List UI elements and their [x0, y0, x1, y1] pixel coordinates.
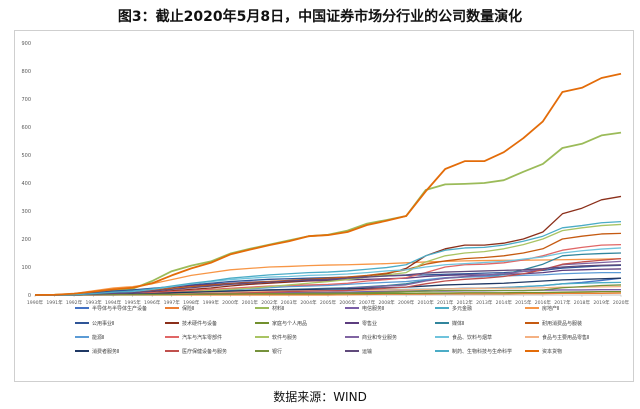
figure-title: 图3：截止2020年5月8日，中国证券市场分行业的公司数量演化	[117, 9, 523, 25]
legend-label: 制药、生物科技与生命科学	[452, 348, 512, 355]
x-tick-label: 1995年	[125, 299, 142, 306]
chart-legend: 半导体与半导体生产设备 保险Ⅱ 材料Ⅱ 电信服务Ⅱ 多元金融 房地产Ⅱ 公用事业Ⅱ 技术硬件与…	[75, 305, 589, 355]
series-line-21	[35, 264, 622, 296]
y-tick-label: 0	[28, 293, 31, 299]
x-tick-label: 2009年	[398, 299, 415, 306]
legend-label: 食品、饮料与烟草	[452, 334, 492, 341]
series-line-23	[34, 72, 622, 296]
y-tick-label: 200	[21, 237, 31, 243]
y-tick-label: 500	[21, 153, 31, 159]
x-tick-label: 1998年	[183, 299, 200, 306]
legend-label: 能源Ⅱ	[92, 334, 104, 341]
data-source-note: 数据来源：WIND	[273, 390, 367, 404]
legend-label: 零售业	[362, 320, 377, 327]
x-tick-label: 2008年	[378, 299, 395, 306]
y-tick-label: 800	[21, 69, 31, 75]
y-tick-label: 900	[21, 41, 31, 47]
legend-label: 软件与服务	[272, 334, 297, 341]
x-tick-label: 2010年	[418, 299, 435, 306]
x-tick-label: 2013年	[476, 299, 493, 306]
legend-label: 媒体Ⅱ	[452, 320, 464, 327]
x-tick-label: 1997年	[164, 299, 181, 306]
x-tick-label: 2007年	[359, 299, 376, 306]
series-line-22	[35, 220, 622, 296]
legend-label: 食品与主要用品零售Ⅱ	[542, 334, 589, 341]
y-tick-label: 300	[21, 209, 31, 215]
x-tick-label: 2019年	[593, 299, 610, 306]
x-tick-label: 2014年	[496, 299, 513, 306]
x-tick-label: 1991年	[46, 299, 63, 306]
chart-figure: 0 100 200 300 400 500 600 700 800 900 1990年 1991年 1…	[14, 30, 634, 382]
x-tick-label: 2000年	[222, 299, 239, 306]
legend-label: 技术硬件与设备	[182, 320, 217, 327]
x-tick-label: 1992年	[66, 299, 83, 306]
x-tick-label: 2011年	[437, 299, 454, 306]
legend-label: 消费者服务Ⅱ	[92, 348, 119, 355]
x-tick-label: 2012年	[457, 299, 474, 306]
legend-label: 运输	[362, 348, 372, 355]
y-tick-label: 700	[21, 97, 31, 103]
x-tick-label: 2017年	[554, 299, 571, 306]
legend-label: 保险Ⅱ	[182, 305, 194, 312]
y-tick-label: 100	[21, 265, 31, 271]
chart-series-lines	[34, 72, 622, 296]
x-tick-label: 2002年	[261, 299, 278, 306]
legend-label: 半导体与半导体生产设备	[92, 305, 147, 312]
x-tick-label: 2001年	[242, 299, 259, 306]
x-axis-tick-labels: 1990年 1991年 1992年 1993年 1994年 1995年 1996年 1997年…	[27, 295, 630, 306]
x-tick-label: 1993年	[85, 299, 102, 306]
legend-label: 银行	[272, 348, 282, 355]
x-tick-label: 2016年	[535, 299, 552, 306]
y-tick-label: 400	[21, 181, 31, 187]
x-tick-label: 2005年	[320, 299, 337, 306]
x-tick-label: 1994年	[105, 299, 122, 306]
x-tick-label: 2003年	[281, 299, 298, 306]
x-tick-label: 2006年	[339, 299, 356, 306]
x-tick-label: 1990年	[27, 299, 44, 306]
legend-label: 商业和专业服务	[362, 334, 397, 341]
legend-label: 汽车与汽车零部件	[182, 334, 222, 341]
x-tick-label: 1999年	[203, 299, 220, 306]
y-tick-label: 600	[21, 125, 31, 131]
x-tick-label: 2015年	[515, 299, 532, 306]
legend-label: 公用事业Ⅱ	[92, 320, 114, 327]
legend-label: 房地产Ⅱ	[542, 305, 559, 312]
x-tick-label: 2004年	[300, 299, 317, 306]
legend-label: 电信服务Ⅱ	[362, 305, 384, 312]
legend-label: 家庭与个人用品	[272, 320, 307, 327]
legend-label: 多元金融	[452, 305, 472, 312]
x-tick-label: 2020年	[613, 299, 630, 306]
legend-label: 资本货物	[542, 348, 562, 355]
legend-label: 材料Ⅱ	[272, 305, 284, 312]
y-axis-tick-labels: 0 100 200 300 400 500 600 700 800 900	[21, 41, 31, 299]
legend-label: 医疗保健设备与服务	[182, 348, 227, 355]
x-tick-label: 1996年	[144, 299, 161, 306]
legend-label: 耐用消费品与服装	[542, 320, 582, 327]
series-line-20	[35, 284, 622, 296]
x-tick-label: 2018年	[574, 299, 591, 306]
